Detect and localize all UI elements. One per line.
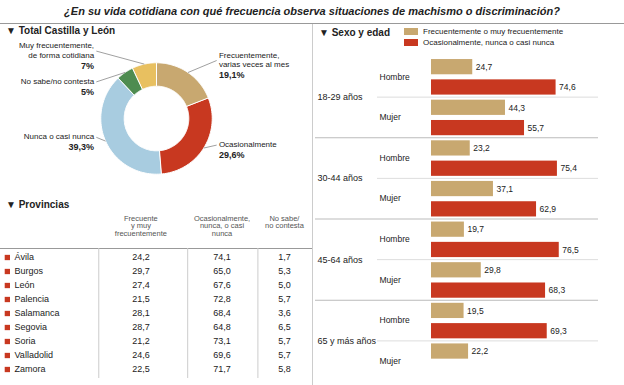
svg-text:68,468.4: 68,468.4 bbox=[213, 308, 231, 318]
svg-text:Salamanca: Salamanca bbox=[15, 308, 60, 318]
svg-text:72,872.8: 72,872.8 bbox=[213, 294, 231, 304]
svg-text:Zamora: Zamora bbox=[15, 364, 46, 374]
svg-text:65,065: 65,065 bbox=[213, 266, 231, 276]
svg-text:30-44 años: 30-44 años bbox=[318, 173, 364, 183]
svg-text:73,173.1: 73,173.1 bbox=[213, 336, 231, 346]
svg-text:3,63.6: 3,63.6 bbox=[278, 308, 291, 318]
svg-text:65 y más años: 65 y más años bbox=[318, 336, 377, 346]
svg-text:Burgos: Burgos bbox=[15, 266, 44, 276]
html-text:Ocasionalmente, nunca o casi n: Ocasionalmente, nunca o casi nunca bbox=[423, 38, 555, 47]
html-text:Frecuentemente o muy frecuente: Frecuentemente o muy frecuentemente bbox=[423, 27, 564, 36]
svg-text:19,5: 19,5 bbox=[467, 306, 484, 316]
svg-text:Ocasionalmente,nunca, o casinu: Ocasionalmente,nunca, o casinunca bbox=[194, 214, 250, 238]
svg-text:Hombre: Hombre bbox=[380, 315, 411, 325]
svg-text:21,521.5: 21,521.5 bbox=[132, 294, 150, 304]
svg-text:Frecuentemente,varias veces al: Frecuentemente,varias veces al mes bbox=[219, 51, 289, 69]
svg-text:5,05: 5,05 bbox=[278, 280, 291, 290]
svg-text:44,3: 44,3 bbox=[508, 103, 525, 113]
svg-text:29,8: 29,8 bbox=[484, 265, 501, 275]
svg-text:Muy frecuentemente,de forma co: Muy frecuentemente,de forma cotidiana bbox=[19, 41, 95, 59]
svg-text:37,1: 37,1 bbox=[496, 184, 513, 194]
svg-text:Hombre: Hombre bbox=[380, 72, 411, 82]
svg-text:Ocasionalmente: Ocasionalmente bbox=[219, 140, 277, 149]
svg-text:5,35.3: 5,35.3 bbox=[278, 266, 291, 276]
svg-text:74,6: 74,6 bbox=[559, 82, 576, 92]
html-text:▼ Sexo y edad: ▼ Sexo y edad bbox=[319, 27, 390, 38]
svg-text:1,71.7: 1,71.7 bbox=[278, 252, 291, 262]
svg-text:León: León bbox=[15, 280, 35, 290]
html-text:▼ Provincias: ▼ Provincias bbox=[6, 199, 70, 210]
svg-text:Nunca o casi nunca: Nunca o casi nunca bbox=[24, 132, 95, 141]
svg-text:67,667.6: 67,667.6 bbox=[213, 280, 231, 290]
svg-text:5,75.7: 5,75.7 bbox=[278, 294, 291, 304]
svg-text:Palencia: Palencia bbox=[15, 294, 50, 304]
svg-text:62,9: 62,9 bbox=[540, 204, 557, 214]
svg-text:64,864.8: 64,864.8 bbox=[213, 322, 231, 332]
svg-text:5,75.7: 5,75.7 bbox=[278, 336, 291, 346]
svg-text:24,224.2: 24,224.2 bbox=[132, 252, 150, 262]
svg-text:Hombre: Hombre bbox=[380, 153, 411, 163]
svg-text:69,669.6: 69,669.6 bbox=[213, 350, 231, 360]
svg-text:Mujer: Mujer bbox=[380, 112, 401, 122]
svg-text:24,7: 24,7 bbox=[476, 62, 493, 72]
svg-text:6,56.5: 6,56.5 bbox=[278, 322, 291, 332]
svg-text:Hombre: Hombre bbox=[380, 234, 411, 244]
svg-text:55,7: 55,7 bbox=[528, 123, 545, 133]
svg-text:76,5: 76,5 bbox=[562, 245, 579, 255]
svg-text:22,2: 22,2 bbox=[472, 346, 489, 356]
svg-text:22,522.5: 22,522.5 bbox=[132, 364, 150, 374]
svg-text:No sabe/no contesta: No sabe/no contesta bbox=[265, 214, 305, 231]
svg-text:28,128.1: 28,128.1 bbox=[132, 308, 150, 318]
svg-text:No sabe/no contesta: No sabe/no contesta bbox=[21, 77, 95, 86]
svg-text:75,4: 75,4 bbox=[560, 163, 577, 173]
svg-text:Segovia: Segovia bbox=[15, 322, 48, 332]
svg-text:Valladolid: Valladolid bbox=[15, 350, 53, 360]
svg-text:18-29 años: 18-29 años bbox=[318, 92, 364, 102]
svg-text:19,7: 19,7 bbox=[467, 224, 484, 234]
html-text:▼ Total Castilla y León: ▼ Total Castilla y León bbox=[6, 25, 116, 36]
svg-text:5%5: 5%5 bbox=[81, 87, 94, 97]
svg-text:69,3: 69,3 bbox=[550, 326, 567, 336]
svg-text:74,174.1: 74,174.1 bbox=[213, 252, 231, 262]
svg-text:28,728.7: 28,728.7 bbox=[132, 322, 150, 332]
svg-text:29,6%29.6: 29,6%29.6 bbox=[219, 150, 245, 160]
svg-text:Mujer: Mujer bbox=[380, 275, 401, 285]
svg-text:23,2: 23,2 bbox=[473, 143, 490, 153]
svg-text:24,624.6: 24,624.6 bbox=[132, 350, 150, 360]
svg-text:Mujer: Mujer bbox=[380, 193, 401, 203]
svg-text:7%7: 7%7 bbox=[81, 61, 94, 71]
svg-text:68,3: 68,3 bbox=[549, 285, 566, 295]
svg-text:29,729.7: 29,729.7 bbox=[132, 266, 150, 276]
svg-text:Ávila: Ávila bbox=[15, 252, 35, 262]
svg-text:27,427.4: 27,427.4 bbox=[132, 280, 150, 290]
svg-text:Mujer: Mujer bbox=[380, 356, 401, 366]
html-text:¿En su vida cotidiana con qué: ¿En su vida cotidiana con qué frecuencia… bbox=[64, 5, 560, 17]
svg-text:45-64 años: 45-64 años bbox=[318, 255, 364, 265]
svg-text:Frecuentey muyfrecuentemente: Frecuentey muyfrecuentemente bbox=[115, 214, 167, 238]
svg-text:21,221.2: 21,221.2 bbox=[132, 336, 150, 346]
svg-text:5,75.7: 5,75.7 bbox=[278, 350, 291, 360]
svg-text:5,85.8: 5,85.8 bbox=[278, 364, 291, 374]
svg-text:39,3%39.3: 39,3%39.3 bbox=[69, 142, 95, 152]
svg-text:19,1%19.1: 19,1%19.1 bbox=[219, 70, 245, 80]
svg-text:Soria: Soria bbox=[15, 336, 36, 346]
svg-text:71,771.7: 71,771.7 bbox=[213, 364, 231, 374]
